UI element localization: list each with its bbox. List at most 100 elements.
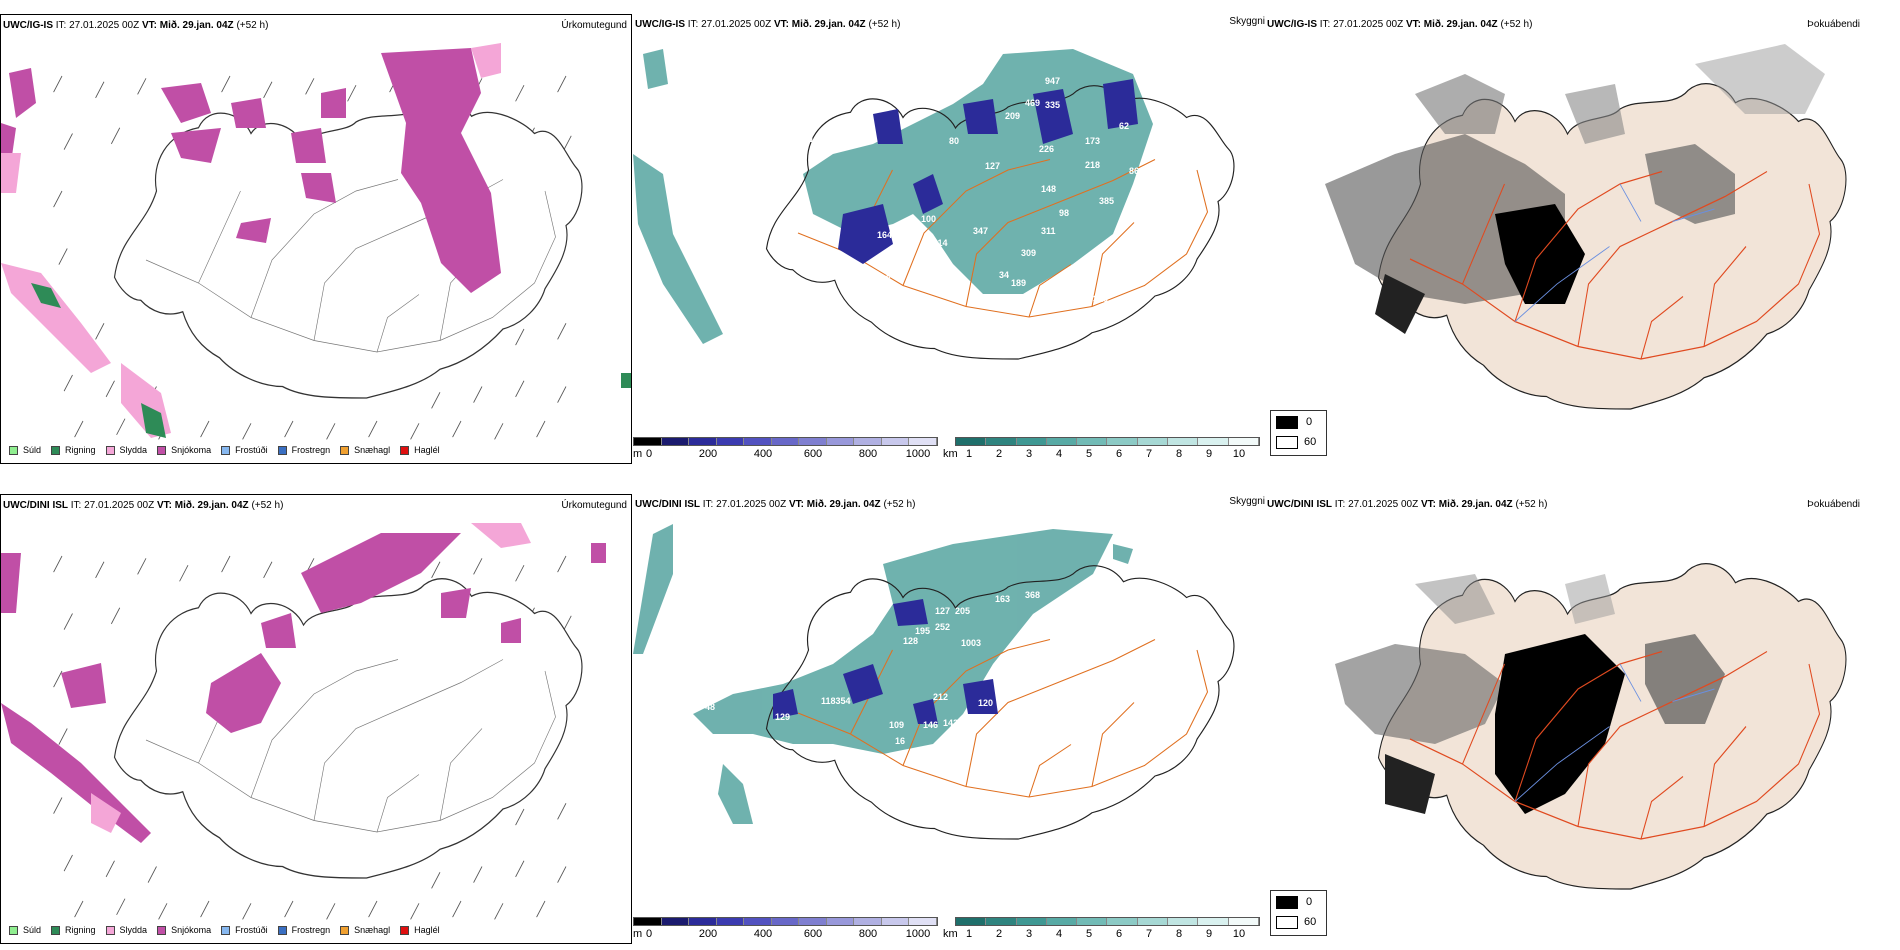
it-value: 27.01.2025 00Z [701, 19, 772, 30]
fog-label: 0 [1306, 416, 1313, 428]
legend-swatch [157, 445, 167, 455]
legend-label: Rigning [65, 445, 96, 455]
peak-label: 180 [785, 134, 800, 144]
panel-title: UWC/IG-IS IT: 27.01.2025 00Z VT: Mið. 29… [635, 19, 900, 30]
visibility-tick: 7 [1145, 928, 1153, 940]
fog-title: Þokuábendi [1807, 19, 1860, 30]
fog-dark-areas [1335, 574, 1725, 814]
peak-label: 368 [1025, 590, 1040, 600]
peak-label: 1003 [961, 638, 981, 648]
cloud-title: Skyggni [1229, 496, 1265, 507]
visibility-areas [633, 49, 1153, 344]
cloud-base-cells [633, 917, 938, 926]
peak-label: 109 [889, 720, 904, 730]
fog-index-panel-bottom: UWC/DINI ISL IT: 27.01.2025 00Z VT: Mið.… [1265, 494, 1900, 944]
cloud-base-tick: 800 [858, 928, 878, 940]
legend-label: Frostúði [235, 925, 268, 935]
visibility-tick: 2 [995, 928, 1003, 940]
precip-legend: Súld Rigning Slydda Snjókoma Frostúði Fr… [9, 445, 450, 455]
lead-time: (+52 h) [251, 500, 284, 511]
visibility-tick: 4 [1055, 448, 1063, 460]
legend-label: Súld [23, 925, 42, 935]
legend-label: Haglél [414, 925, 440, 935]
snow-areas [1, 48, 501, 293]
precip-type-panel-bottom: UWC/DINI ISL IT: 27.01.2025 00Z VT: Mið.… [0, 494, 632, 944]
legend-label: Snæhagl [354, 445, 391, 455]
visibility-tick: 7 [1145, 448, 1153, 460]
visibility-tick: 1 [965, 448, 973, 460]
cloud-visibility-panel-bottom: UWC/DINI ISL IT: 27.01.2025 00Z VT: Mið.… [633, 494, 1273, 944]
peak-label: 227 [785, 106, 800, 116]
lead-time: (+52 h) [883, 499, 916, 510]
peak-label: 397 [655, 308, 670, 318]
it-label: IT: [70, 500, 82, 511]
panel-title: UWC/DINI ISL IT: 27.01.2025 00Z VT: Mið.… [1267, 499, 1547, 510]
peak-label: 205 [955, 606, 970, 616]
peak-label: 100 [921, 214, 936, 224]
legend-label: Frostúði [235, 445, 268, 455]
visibility-colorbar: km 1 2 3 4 5 6 7 8 9 10 [943, 917, 1263, 944]
visibility-tick: 8 [1175, 928, 1183, 940]
rain-areas [31, 283, 631, 438]
peak-label: 146 [923, 720, 938, 730]
peak-label: 218 [1085, 160, 1100, 170]
cloud-base-colorbar: m 0 200 400 600 800 1000 [633, 917, 943, 944]
peak-label: 335 [1045, 100, 1060, 110]
visibility-unit: km [943, 448, 958, 460]
precip-type-map [1, 523, 606, 920]
legend-swatch [51, 925, 61, 935]
peak-label: 34 [999, 270, 1009, 280]
legend-label: Súld [23, 445, 42, 455]
visibility-unit: km [943, 928, 958, 940]
legend-item: Haglél [400, 445, 440, 455]
legend-swatch [51, 445, 61, 455]
sleet-areas [91, 523, 531, 833]
peak-label: 48 [705, 702, 715, 712]
legend-item: Haglél [400, 925, 440, 935]
vt-value: Mið. 29.jan. 04Z [791, 19, 866, 30]
lead-time: (+52 h) [1500, 19, 1533, 30]
peak-label: 209 [1005, 111, 1020, 121]
vt-label: VT: [1405, 19, 1421, 30]
vt-value: Mið. 29.jan. 04Z [174, 500, 249, 511]
it-label: IT: [1334, 499, 1346, 510]
legend-item: Snæhagl [340, 445, 390, 455]
cloud-base-areas [838, 79, 1138, 264]
fog-index-map [1335, 563, 1847, 890]
visibility-tick: 4 [1055, 928, 1063, 940]
peak-label: 164 [877, 230, 892, 240]
peak-label: 947 [1045, 76, 1060, 86]
peak-label: 142 [943, 718, 958, 728]
cloud-base-tick: 200 [698, 448, 718, 460]
vt-label: VT: [141, 20, 157, 31]
cloud-base-tick: 0 [645, 448, 653, 460]
visibility-cells [955, 437, 1260, 446]
fog-swatch [1276, 416, 1298, 429]
legend-swatch [9, 445, 18, 455]
cloud-visibility-panel-top: UWC/IG-IS IT: 27.01.2025 00Z VT: Mið. 29… [633, 14, 1273, 464]
precip-legend: Súld Rigning Slydda Snjókoma Frostúði Fr… [9, 925, 450, 935]
it-label: IT: [687, 19, 699, 30]
it-value: 27.01.2025 00Z [84, 500, 155, 511]
legend-label: Snjókoma [171, 925, 212, 935]
peak-label: 120 [978, 698, 993, 708]
model-name: UWC/DINI ISL [1267, 499, 1332, 510]
it-label: IT: [702, 499, 714, 510]
fog-swatch [1276, 896, 1298, 909]
panel-title: UWC/IG-IS IT: 27.01.2025 00Z VT: Mið. 29… [3, 20, 268, 31]
fog-title: Þokuábendi [1807, 499, 1860, 510]
lead-time: (+52 h) [868, 19, 901, 30]
it-label: IT: [55, 20, 67, 31]
fog-swatch [1276, 436, 1298, 449]
peak-label: 252 [935, 622, 950, 632]
legend-item: Snjókoma [157, 445, 211, 455]
model-name: UWC/IG-IS [1267, 19, 1317, 30]
peak-label: 163 [995, 594, 1010, 604]
vt-value: Mið. 29.jan. 04Z [806, 499, 881, 510]
cloud-base-tick: 1000 [905, 448, 931, 460]
legend-label: Rigning [65, 925, 96, 935]
legend-item: Súld [9, 925, 41, 935]
legend-item: Frostregn [277, 925, 330, 935]
legend-item: Rigning [51, 925, 96, 935]
cloud-base-areas [773, 599, 998, 724]
